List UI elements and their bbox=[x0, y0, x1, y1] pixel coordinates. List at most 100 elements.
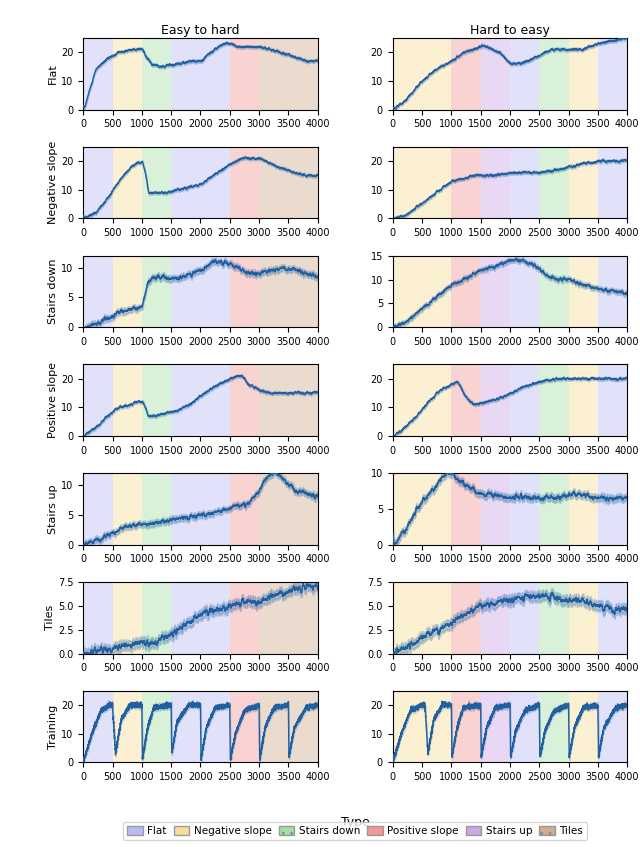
Bar bbox=[83, 38, 113, 109]
Bar bbox=[451, 473, 481, 545]
Bar bbox=[230, 38, 259, 109]
Bar bbox=[171, 256, 200, 327]
Bar bbox=[289, 256, 317, 327]
Bar bbox=[451, 582, 481, 654]
Bar bbox=[393, 147, 422, 219]
Bar bbox=[451, 147, 481, 219]
Bar bbox=[259, 147, 289, 219]
Bar bbox=[540, 473, 568, 545]
Bar bbox=[540, 38, 568, 109]
Bar bbox=[510, 38, 540, 109]
Bar bbox=[230, 364, 259, 436]
Bar bbox=[451, 38, 481, 109]
Bar bbox=[422, 473, 451, 545]
Bar bbox=[230, 147, 259, 219]
Bar bbox=[540, 147, 568, 219]
Bar bbox=[422, 147, 451, 219]
Bar bbox=[230, 256, 259, 327]
Bar bbox=[171, 582, 200, 654]
Bar bbox=[598, 147, 627, 219]
Bar bbox=[598, 38, 627, 109]
Bar bbox=[481, 38, 510, 109]
Bar bbox=[83, 582, 113, 654]
Bar bbox=[142, 364, 171, 436]
Bar bbox=[540, 691, 568, 762]
Bar bbox=[142, 256, 171, 327]
Bar bbox=[259, 256, 289, 327]
Title: Easy to hard: Easy to hard bbox=[161, 24, 240, 37]
Bar bbox=[113, 473, 142, 545]
Bar bbox=[289, 473, 317, 545]
Bar bbox=[200, 691, 230, 762]
Bar bbox=[598, 582, 627, 654]
Bar bbox=[422, 691, 451, 762]
Bar bbox=[142, 38, 171, 109]
Bar bbox=[451, 364, 481, 436]
Bar bbox=[510, 256, 540, 327]
Bar bbox=[598, 691, 627, 762]
Bar bbox=[83, 473, 113, 545]
Bar bbox=[259, 473, 289, 545]
Bar bbox=[289, 38, 317, 109]
Bar bbox=[171, 147, 200, 219]
Bar bbox=[289, 691, 317, 762]
Bar bbox=[259, 38, 289, 109]
Bar bbox=[200, 147, 230, 219]
Bar bbox=[289, 364, 317, 436]
Bar bbox=[393, 364, 422, 436]
Bar bbox=[83, 364, 113, 436]
Bar bbox=[481, 147, 510, 219]
Bar bbox=[142, 147, 171, 219]
Bar bbox=[481, 691, 510, 762]
Bar bbox=[481, 256, 510, 327]
Bar bbox=[540, 364, 568, 436]
Bar bbox=[598, 256, 627, 327]
Bar bbox=[568, 473, 598, 545]
Bar bbox=[113, 256, 142, 327]
Y-axis label: Tiles: Tiles bbox=[45, 605, 55, 630]
Bar bbox=[510, 147, 540, 219]
Bar bbox=[568, 256, 598, 327]
Bar bbox=[393, 256, 422, 327]
Y-axis label: Negative slope: Negative slope bbox=[49, 141, 58, 224]
Bar bbox=[393, 691, 422, 762]
Bar bbox=[451, 691, 481, 762]
Legend: Flat, Negative slope, Stairs down, Positive slope, Stairs up, Tiles: Flat, Negative slope, Stairs down, Posit… bbox=[124, 822, 587, 840]
Bar bbox=[113, 38, 142, 109]
Bar bbox=[510, 364, 540, 436]
Bar bbox=[230, 582, 259, 654]
Bar bbox=[171, 691, 200, 762]
Bar bbox=[142, 691, 171, 762]
Bar bbox=[393, 582, 422, 654]
Bar bbox=[598, 364, 627, 436]
Bar bbox=[259, 364, 289, 436]
Bar bbox=[230, 691, 259, 762]
Bar bbox=[200, 364, 230, 436]
Bar bbox=[200, 38, 230, 109]
Bar bbox=[259, 691, 289, 762]
Bar bbox=[171, 364, 200, 436]
Bar bbox=[422, 38, 451, 109]
Bar bbox=[510, 691, 540, 762]
Bar bbox=[289, 582, 317, 654]
Bar bbox=[142, 473, 171, 545]
Bar bbox=[393, 38, 422, 109]
Bar bbox=[142, 582, 171, 654]
Bar bbox=[451, 256, 481, 327]
Bar bbox=[259, 582, 289, 654]
Bar bbox=[113, 147, 142, 219]
Y-axis label: Stairs up: Stairs up bbox=[49, 484, 58, 534]
Bar bbox=[422, 364, 451, 436]
Bar bbox=[422, 256, 451, 327]
Bar bbox=[200, 582, 230, 654]
Bar bbox=[568, 147, 598, 219]
Y-axis label: Stairs down: Stairs down bbox=[49, 258, 58, 324]
Bar bbox=[289, 147, 317, 219]
Bar bbox=[568, 582, 598, 654]
Bar bbox=[200, 473, 230, 545]
Bar bbox=[481, 473, 510, 545]
Bar bbox=[83, 691, 113, 762]
Bar bbox=[113, 582, 142, 654]
Bar bbox=[422, 582, 451, 654]
Bar bbox=[481, 582, 510, 654]
